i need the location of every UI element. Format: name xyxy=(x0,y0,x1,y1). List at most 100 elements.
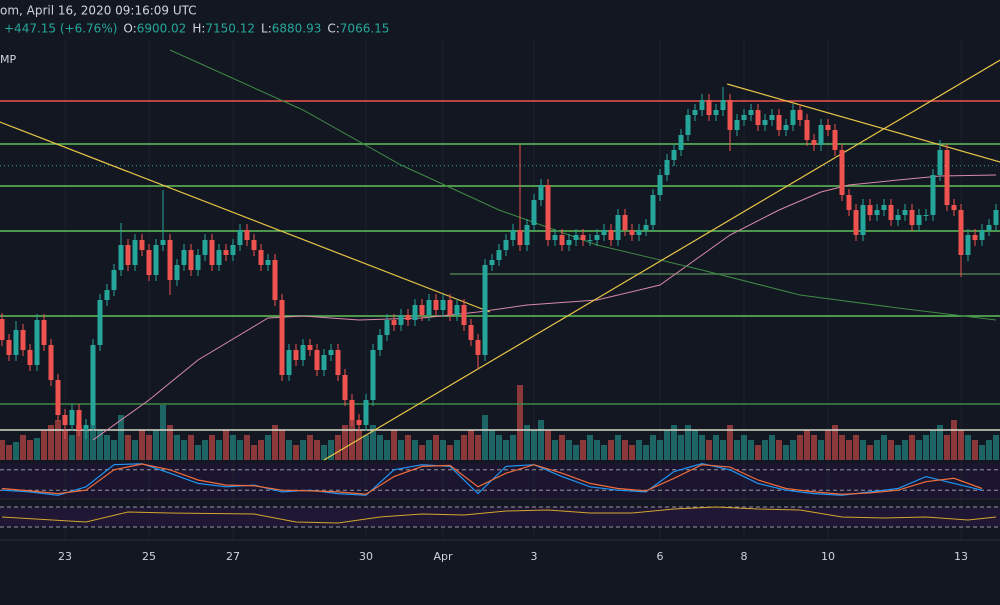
volume-bar xyxy=(664,430,670,460)
volume-bar xyxy=(622,440,628,460)
volume-bar xyxy=(650,435,656,460)
candle-body xyxy=(447,300,453,315)
chart-title: om, April 16, 2020 09:16:09 UTC xyxy=(0,4,197,18)
volume-bar xyxy=(902,440,908,460)
candle-body xyxy=(909,210,915,225)
candle-body xyxy=(405,315,411,320)
candle-body xyxy=(727,100,733,130)
candle-body xyxy=(888,205,894,220)
indicator-label: MP xyxy=(0,53,16,66)
candle-body xyxy=(111,270,117,290)
volume-bar xyxy=(797,435,803,460)
candle-body xyxy=(741,115,747,120)
volume-bar xyxy=(699,435,705,460)
x-tick-label: 13 xyxy=(954,550,968,563)
volume-bar xyxy=(482,415,488,460)
candle-body xyxy=(34,320,40,365)
volume-bar xyxy=(930,430,936,460)
candle-body xyxy=(692,110,698,115)
candle-body xyxy=(426,300,432,315)
candle-body xyxy=(377,335,383,350)
candle-body xyxy=(678,135,684,150)
volume-bar xyxy=(951,420,957,460)
marks xyxy=(0,49,1000,524)
volume-bar xyxy=(909,435,915,460)
volume-bar xyxy=(83,430,89,460)
rsi-line xyxy=(1,506,997,524)
candle-body xyxy=(139,240,145,250)
volume-bar xyxy=(748,440,754,460)
candle-body xyxy=(125,245,131,265)
volume-bar xyxy=(188,435,194,460)
volume-bar xyxy=(0,440,5,460)
candle-body xyxy=(419,305,425,315)
volume-bar xyxy=(776,440,782,460)
candle-body xyxy=(202,240,208,255)
candle-body xyxy=(398,315,404,325)
candle-body xyxy=(433,300,439,310)
x-tick-label: 25 xyxy=(142,550,156,563)
x-tick-label: 23 xyxy=(58,550,72,563)
volume-bar xyxy=(608,440,614,460)
candle-body xyxy=(545,185,551,240)
volume-bar xyxy=(853,435,859,460)
candle-body xyxy=(559,235,565,245)
candle-body xyxy=(160,240,166,245)
candle-body xyxy=(748,110,754,115)
volume-bar xyxy=(706,440,712,460)
candle-body xyxy=(265,260,271,265)
candle-body xyxy=(503,240,509,250)
volume-bar xyxy=(139,430,145,460)
volume-bar xyxy=(286,440,292,460)
candle-body xyxy=(237,230,243,245)
candle-body xyxy=(650,195,656,225)
volume-bar xyxy=(720,440,726,460)
candle-body xyxy=(755,110,761,125)
volume-bar xyxy=(356,430,362,460)
candle-body xyxy=(356,420,362,425)
volume-bar xyxy=(860,440,866,460)
stoch-pane xyxy=(0,463,1000,498)
volume-bar xyxy=(517,385,523,460)
volume-bar xyxy=(342,425,348,460)
volume-bar xyxy=(986,440,992,460)
candle-body xyxy=(174,265,180,280)
volume-bar xyxy=(741,435,747,460)
candle-body xyxy=(825,125,831,130)
candle-body xyxy=(699,100,705,110)
volume-bar xyxy=(552,440,558,460)
volume-bar xyxy=(888,440,894,460)
volume-bar xyxy=(468,430,474,460)
volume-bar xyxy=(881,435,887,460)
volume-bar xyxy=(846,440,852,460)
volume-bar xyxy=(867,445,873,460)
rsi-band xyxy=(0,507,1000,527)
candle-body xyxy=(769,115,775,120)
candle-body xyxy=(454,305,460,315)
volume-bar xyxy=(804,430,810,460)
volume-bar xyxy=(923,435,929,460)
volume-bar xyxy=(146,435,152,460)
volume-bar xyxy=(405,435,411,460)
volume-bar xyxy=(349,420,355,460)
volume-bar xyxy=(832,425,838,460)
volume-bar xyxy=(566,440,572,460)
candle-body xyxy=(671,150,677,160)
volume-bar xyxy=(601,445,607,460)
candle-body xyxy=(195,255,201,270)
candle-body xyxy=(272,260,278,300)
volume-bar xyxy=(692,430,698,460)
candle-body xyxy=(188,250,194,270)
volume-bar xyxy=(615,435,621,460)
volume-bar xyxy=(685,425,691,460)
candle-body xyxy=(853,210,859,235)
volume-bar xyxy=(258,440,264,460)
candle-body xyxy=(27,350,33,365)
volume-bar xyxy=(27,440,33,460)
candle-body xyxy=(181,250,187,265)
volume-bar xyxy=(181,440,187,460)
stoch-line xyxy=(1,463,983,495)
volume-bar xyxy=(671,425,677,460)
volume-bar xyxy=(573,445,579,460)
